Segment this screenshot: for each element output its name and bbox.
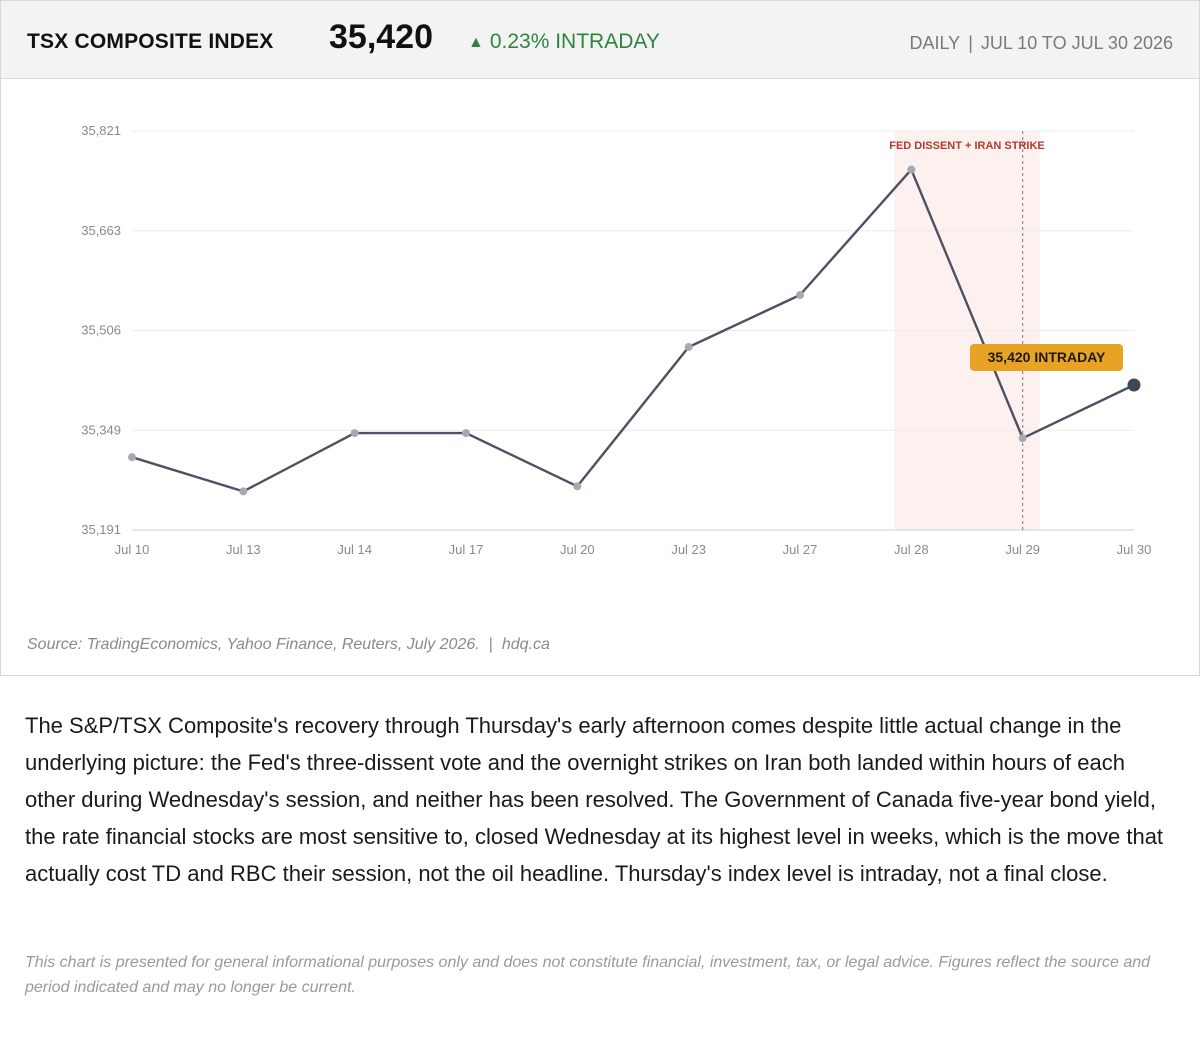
x-tick-label: Jul 17	[449, 542, 484, 557]
data-point	[1018, 434, 1027, 443]
data-point	[462, 429, 470, 438]
index-title: TSX COMPOSITE INDEX	[27, 30, 274, 53]
source-site: hdq.ca	[501, 636, 550, 653]
commentary-paragraph: The S&P/TSX Composite's recovery through…	[25, 713, 1164, 886]
x-tick-label: Jul 27	[783, 542, 818, 557]
callout-badge	[970, 343, 1123, 371]
up-arrow-icon: ▲	[468, 34, 484, 51]
source-text: Source: TradingEconomics, Yahoo Finance,…	[27, 636, 480, 653]
x-tick-label: Jul 20	[560, 542, 595, 557]
y-tick-label: 35,663	[81, 223, 121, 238]
chart-card: TSX COMPOSITE INDEX 35,420 ▲ 0.23% INTRAD…	[0, 0, 1200, 676]
y-tick-label: 35,821	[81, 123, 121, 138]
callout-label: 35,420 INTRADAY	[988, 349, 1106, 365]
disclaimer-text: This chart is presented for general info…	[25, 954, 1151, 996]
source-line: Source: TradingEconomics, Yahoo Finance,…	[27, 636, 550, 654]
y-tick-label: 35,506	[81, 323, 121, 338]
data-point	[239, 487, 248, 496]
data-point	[907, 165, 916, 174]
data-point	[796, 291, 804, 300]
data-point	[573, 482, 582, 491]
y-tick-label: 35,191	[81, 522, 121, 537]
x-tick-label: Jul 13	[226, 542, 261, 557]
x-tick-label: Jul 29	[1005, 542, 1040, 557]
x-tick-label: Jul 23	[671, 542, 706, 557]
data-point	[128, 453, 136, 462]
source-separator: |	[488, 636, 493, 653]
chart-header: TSX COMPOSITE INDEX 35,420 ▲ 0.23% INTRAD…	[1, 1, 1199, 79]
last-data-point	[1127, 378, 1141, 392]
series-line	[131, 168, 1135, 493]
event-label: FED DISSENT + IRAN STRIKE	[889, 140, 1045, 152]
x-tick-label: Jul 10	[115, 542, 150, 557]
period-info: DAILY | JUL 10 TO JUL 30 2026	[910, 33, 1174, 54]
period-separator: |	[968, 33, 973, 53]
data-point	[684, 342, 693, 351]
x-tick-label: Jul 28	[894, 542, 929, 557]
frequency-label: DAILY	[909, 33, 961, 53]
index-change: ▲ 0.23% INTRADAY	[468, 30, 660, 54]
line-chart: 35,821 35,663 35,506 35,349 35,191 Jul 10 Jul …	[81, 123, 1152, 557]
y-tick-label: 35,349	[81, 422, 121, 437]
data-point	[350, 429, 359, 438]
x-tick-label: Jul 14	[337, 542, 372, 557]
x-tick-label: Jul 30	[1117, 542, 1152, 557]
period-label: JUL 10 TO JUL 30 2026	[980, 33, 1173, 53]
index-value: 35,420	[329, 18, 433, 56]
change-label: 0.23% INTRADAY	[489, 30, 660, 53]
